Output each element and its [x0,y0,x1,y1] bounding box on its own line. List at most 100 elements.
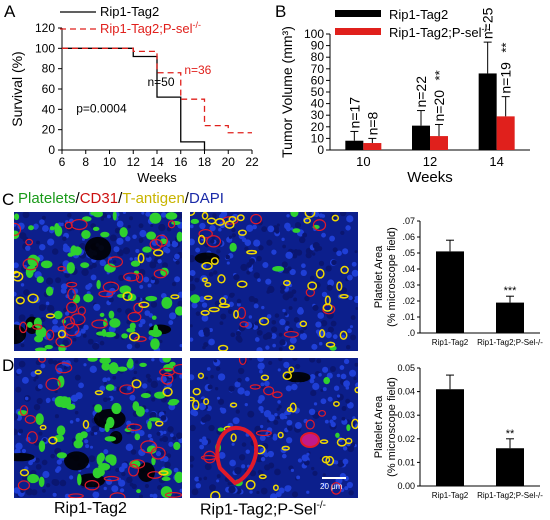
nucleus-dot [21,448,27,454]
nucleus-dot [342,446,348,451]
platelet-spot [66,262,75,274]
nucleus-dot [174,253,180,260]
nucleus-dot [52,248,59,255]
t-antigen-ring [201,277,208,283]
nucleus-dot [208,338,215,346]
nucleus-dot [106,214,111,219]
nucleus-dot [294,422,302,429]
nucleus-dot [350,315,356,321]
nucleus-dot [50,453,55,459]
t-antigen-ring [258,474,267,480]
nucleus-dot [272,343,276,348]
nucleus-dot [228,235,233,239]
volume-ytick-label: 80 [311,50,325,64]
volume-legend-label-0: Rip1-Tag2 [389,7,448,22]
scale-bar [322,477,346,479]
nucleus-dot [322,387,327,392]
volume-legend-swatch-0 [335,10,381,17]
nucleus-dot [317,312,325,319]
nucleus-dot [74,330,82,337]
nucleus-dot [321,291,328,298]
nucleus-dot [291,383,298,391]
vessel-ring [103,475,120,482]
t-antigen-ring [39,424,47,431]
nucleus-dot [203,414,212,422]
nucleus-dot [67,212,72,218]
nucleus-dot [247,410,255,418]
nucleus-dot [59,479,67,487]
nucleus-dot [265,278,272,285]
platelet-spot [139,362,147,367]
nucleus-dot [271,249,277,255]
platelet-area-d-xtick-label: Rip1-Tag2;P-Sel-/- [477,491,543,500]
nucleus-dot [256,347,263,351]
nucleus-dot [235,335,242,342]
nucleus-dot [45,277,54,285]
platelet-spot [96,454,103,466]
nucleus-dot [129,216,134,221]
nucleus-dot [233,274,240,281]
platelet-area-d-ylabel-line: Platelet Area [373,395,385,458]
nucleus-dot [210,239,215,244]
nucleus-dot [340,373,347,380]
platelet-spot [104,263,116,273]
t-antigen-ring [219,297,227,305]
nucleus-dot [143,276,150,283]
nucleus-dot [22,475,28,481]
nucleus-dot [63,243,68,249]
nucleus-dot [269,493,278,498]
nucleus-dot [114,227,121,234]
nucleus-dot [15,442,23,450]
nucleus-dot [280,284,286,291]
nucleus-dot [246,270,251,275]
nucleus-dot [288,306,293,310]
scale-bar-label: 20 μm [320,482,343,491]
nucleus-dot [216,396,221,400]
vessel-ring [249,384,261,390]
nucleus-dot [311,252,316,256]
nucleus-dot [203,342,209,348]
nucleus-dot [281,261,288,268]
t-antigen-ring [15,296,25,305]
nucleus-dot [118,274,125,281]
nucleus-dot [349,325,354,329]
nucleus-dot [340,287,348,294]
t-antigen-ring [158,470,169,476]
panel-label-d: D [2,356,15,375]
vessel-ring [66,281,78,288]
nucleus-dot [237,377,242,383]
platelet-spot [27,265,37,273]
nucleus-dot [309,378,315,384]
vessel-ring [167,220,176,229]
nucleus-dot [349,369,357,377]
nucleus-dot [132,234,137,240]
nucleus-dot [268,360,273,366]
volume-bar [412,125,430,150]
vessel-ring [255,430,272,437]
nucleus-dot [191,488,199,496]
nucleus-dot [172,436,177,441]
vessel-ring [172,363,182,375]
nucleus-dot [171,281,177,287]
volume-ytick-label: 50 [311,85,325,99]
nucleus-dot [336,394,341,398]
nucleus-dot [299,329,304,334]
nucleus-dot [199,222,206,230]
t-antigen-ring [210,257,219,265]
bottom-label-psel-sup: -/- [316,500,326,511]
nucleus-dot [198,477,202,481]
nucleus-dot [149,493,154,498]
nucleus-dot [276,415,280,420]
nucleus-dot [216,249,221,254]
vessel-ring [45,377,61,391]
nucleus-dot [331,259,337,266]
platelet-spot [28,225,34,231]
platelet-spot [109,318,121,328]
platelet-spot [45,286,54,297]
t-antigen-ring [319,439,329,445]
platelet-spot [146,445,157,454]
vessel-ring [91,319,109,329]
nucleus-dot [141,383,148,389]
nucleus-dot [133,370,138,375]
nucleus-dot [272,433,278,438]
